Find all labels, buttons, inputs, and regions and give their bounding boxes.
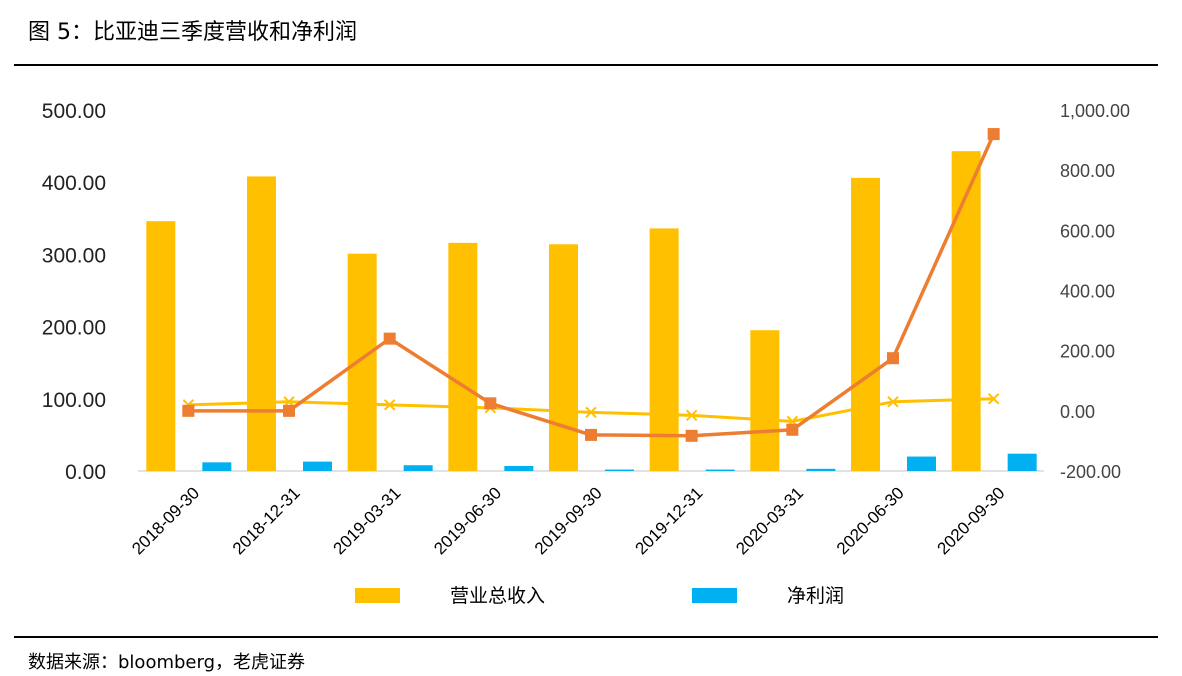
left-axis-tick-label: 400.00 bbox=[42, 172, 106, 195]
orange-series-point bbox=[987, 128, 1000, 141]
legend-swatch-revenue bbox=[355, 588, 400, 603]
x-axis-tick-label: 2020-03-31 bbox=[732, 483, 807, 558]
revenue-bar bbox=[851, 177, 880, 472]
right-axis-tick-label: 600.00 bbox=[1060, 221, 1115, 241]
yellow-series-point bbox=[383, 399, 396, 411]
net-profit-bar bbox=[303, 461, 332, 471]
yellow-series-point bbox=[685, 409, 698, 422]
x-axis-tick-label: 2020-06-30 bbox=[833, 483, 908, 558]
chart-title: 图 5：比亚迪三季度营收和净利润 bbox=[28, 20, 357, 45]
left-axis-tick-label: 300.00 bbox=[42, 244, 106, 267]
right-axis-tick-label: 800.00 bbox=[1060, 161, 1115, 181]
orange-series-point bbox=[887, 352, 899, 365]
net-profit-bar bbox=[202, 462, 232, 471]
x-axis-tick-label: 2020-09-30 bbox=[934, 483, 1009, 558]
yellow-point-stroke bbox=[383, 399, 396, 411]
top-rule bbox=[14, 64, 1158, 66]
orange-series-point bbox=[383, 332, 396, 345]
yellow-point-stroke bbox=[887, 396, 899, 408]
revenue-bar bbox=[146, 221, 176, 471]
orange-series-point bbox=[786, 423, 799, 436]
orange-series-point bbox=[283, 404, 295, 417]
revenue-bar bbox=[549, 244, 578, 471]
yellow-series-point bbox=[585, 406, 597, 419]
revenue-bar bbox=[750, 330, 780, 471]
orange-series-point bbox=[685, 429, 698, 442]
left-axis-tick-label: 0.00 bbox=[65, 461, 106, 484]
legend-label-revenue: 营业总收入 bbox=[450, 585, 545, 607]
x-axis-tick-label: 2019-03-31 bbox=[330, 483, 405, 558]
x-axis-tick-label: 2019-06-30 bbox=[430, 483, 505, 558]
net-profit-bar bbox=[504, 465, 534, 471]
bottom-rule bbox=[14, 636, 1158, 638]
x-axis-tick-label: 2018-12-31 bbox=[229, 483, 304, 558]
right-axis-tick-label: 400.00 bbox=[1060, 282, 1115, 302]
revenue-bar bbox=[951, 151, 981, 472]
legend-label-net-profit: 净利润 bbox=[787, 585, 844, 607]
right-axis-tick-label: 0.00 bbox=[1060, 402, 1095, 422]
orange-series-point bbox=[484, 397, 497, 410]
source-note: 数据来源：bloomberg，老虎证券 bbox=[28, 652, 305, 673]
net-profit-bar bbox=[1007, 453, 1037, 471]
x-axis-tick-label: 2018-09-30 bbox=[128, 483, 203, 558]
right-axis-tick-label: 1,000.00 bbox=[1060, 101, 1130, 121]
orange-series-point bbox=[585, 428, 597, 441]
revenue-bar bbox=[347, 253, 377, 471]
left-axis-tick-label: 200.00 bbox=[42, 317, 106, 340]
left-axis-tick-label: 100.00 bbox=[42, 389, 106, 412]
legend-swatch-net-profit bbox=[692, 588, 737, 603]
orange-series-point bbox=[182, 404, 195, 417]
revenue-bar bbox=[247, 176, 276, 471]
net-profit-bar bbox=[403, 465, 433, 471]
net-profit-bar bbox=[705, 469, 735, 471]
yellow-series-point bbox=[987, 393, 1000, 405]
right-axis-tick-label: -200.00 bbox=[1060, 462, 1121, 482]
yellow-series-point bbox=[887, 396, 899, 408]
revenue-bar bbox=[649, 228, 679, 471]
x-axis-tick-label: 2019-09-30 bbox=[531, 483, 606, 558]
yellow-point-stroke bbox=[685, 409, 698, 422]
net-profit-bar bbox=[806, 468, 836, 471]
net-profit-bar bbox=[907, 456, 936, 471]
net-profit-bar bbox=[605, 469, 634, 471]
x-axis-tick-label: 2019-12-31 bbox=[632, 483, 707, 558]
left-axis-tick-label: 500.00 bbox=[42, 100, 106, 123]
right-axis-tick-label: 200.00 bbox=[1060, 342, 1115, 362]
yellow-point-stroke bbox=[585, 406, 597, 419]
revenue-bar bbox=[448, 242, 478, 471]
yellow-point-stroke bbox=[987, 393, 1000, 405]
